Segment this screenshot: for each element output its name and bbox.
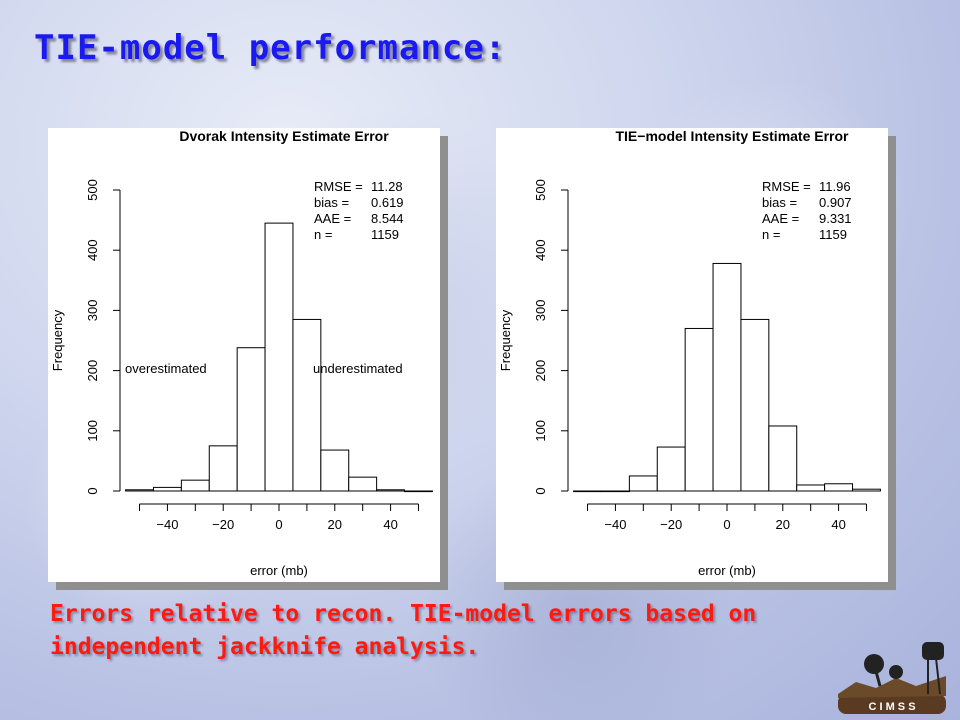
x-tick-label: −20 [212, 517, 234, 532]
dvorak-histogram: Dvorak Intensity Estimate Error010020030… [48, 128, 440, 582]
y-tick-label: 200 [85, 360, 100, 382]
stat-value: 0.907 [819, 195, 852, 210]
histogram-bar [376, 489, 406, 492]
y-tick-label: 0 [85, 487, 100, 494]
x-tick-label: 40 [831, 517, 845, 532]
stat-value: 1159 [819, 227, 847, 242]
chart-title: TIE−model Intensity Estimate Error [615, 128, 849, 144]
x-tick-label: −20 [660, 517, 682, 532]
stat-label: AAE = [314, 211, 351, 226]
histogram-bar [180, 479, 210, 492]
y-tick-label: 0 [533, 487, 548, 494]
histogram-bar [292, 318, 322, 492]
y-tick-label: 400 [85, 239, 100, 261]
histogram-bar [768, 425, 798, 492]
histogram-bar [404, 490, 433, 493]
histogram-bar [852, 488, 881, 492]
caption-line-2: independent jackknife analysis. [50, 634, 480, 660]
stat-label: AAE = [762, 211, 799, 226]
x-axis-label: error (mb) [698, 563, 756, 578]
histogram-bar [208, 445, 238, 492]
histogram-bar [348, 476, 378, 492]
x-tick-label: 0 [275, 517, 282, 532]
stat-label: bias = [314, 195, 349, 210]
histogram-bar [600, 490, 630, 493]
stat-value: 11.28 [371, 179, 403, 194]
histogram-bar [264, 222, 294, 492]
stat-value: 11.96 [819, 179, 851, 194]
histogram-bar [796, 484, 826, 492]
y-tick-label: 300 [85, 300, 100, 322]
stat-label: n = [762, 227, 780, 242]
stat-label: bias = [762, 195, 797, 210]
chart-title: Dvorak Intensity Estimate Error [179, 128, 389, 144]
x-tick-label: 0 [723, 517, 730, 532]
histogram-bar [320, 449, 350, 492]
stat-label: n = [314, 227, 332, 242]
histogram-bar [628, 475, 658, 492]
histogram-bar [125, 489, 154, 492]
tie-histogram-panel: TIE−model Intensity Estimate Error 0 100 20… [496, 128, 896, 590]
dvorak-histogram-panel: Dvorak Intensity Estimate Error 0 100 200 30… [48, 128, 448, 590]
y-axis-label: Frequency [50, 309, 65, 371]
slide-caption: Errors relative to recon. TIE-model erro… [50, 598, 890, 664]
histogram-bar [573, 490, 602, 493]
histogram-bar [824, 483, 854, 492]
histogram-bar [712, 262, 742, 492]
y-tick-label: 500 [533, 179, 548, 201]
stat-value: 9.331 [819, 211, 852, 226]
stat-label: RMSE = [762, 179, 811, 194]
histogram-bar [152, 486, 182, 492]
y-tick-label: 300 [533, 300, 548, 322]
y-tick-label: 400 [533, 239, 548, 261]
y-tick-label: 100 [85, 420, 100, 442]
histogram-bar [236, 347, 266, 492]
y-tick-label: 200 [533, 360, 548, 382]
x-tick-label: 20 [776, 517, 790, 532]
stat-value: 1159 [371, 227, 399, 242]
x-tick-label: −40 [156, 517, 178, 532]
x-tick-label: −40 [604, 517, 626, 532]
y-axis-label: Frequency [498, 309, 513, 371]
annotation-underestimated: underestimated [313, 361, 403, 376]
cimss-logo: C I M S S [838, 642, 946, 714]
tie-histogram: TIE−model Intensity Estimate Error 0 100 20… [496, 128, 888, 582]
x-tick-label: 20 [328, 517, 342, 532]
annotation-overestimated: overestimated [125, 361, 207, 376]
stat-value: 8.544 [371, 211, 404, 226]
stat-value: 0.619 [371, 195, 404, 210]
x-tick-label: 40 [383, 517, 397, 532]
logo-text: C I M S S [868, 701, 915, 713]
histogram-bar [656, 446, 686, 492]
histogram-bar [740, 318, 770, 492]
caption-line-1: Errors relative to recon. TIE-model erro… [50, 601, 757, 627]
y-tick-label: 100 [533, 420, 548, 442]
slide-title: TIE-model performance: [34, 28, 507, 68]
stat-label: RMSE = [314, 179, 363, 194]
y-tick-label: 500 [85, 179, 100, 201]
x-axis-label: error (mb) [250, 563, 308, 578]
histogram-bar [684, 327, 714, 492]
